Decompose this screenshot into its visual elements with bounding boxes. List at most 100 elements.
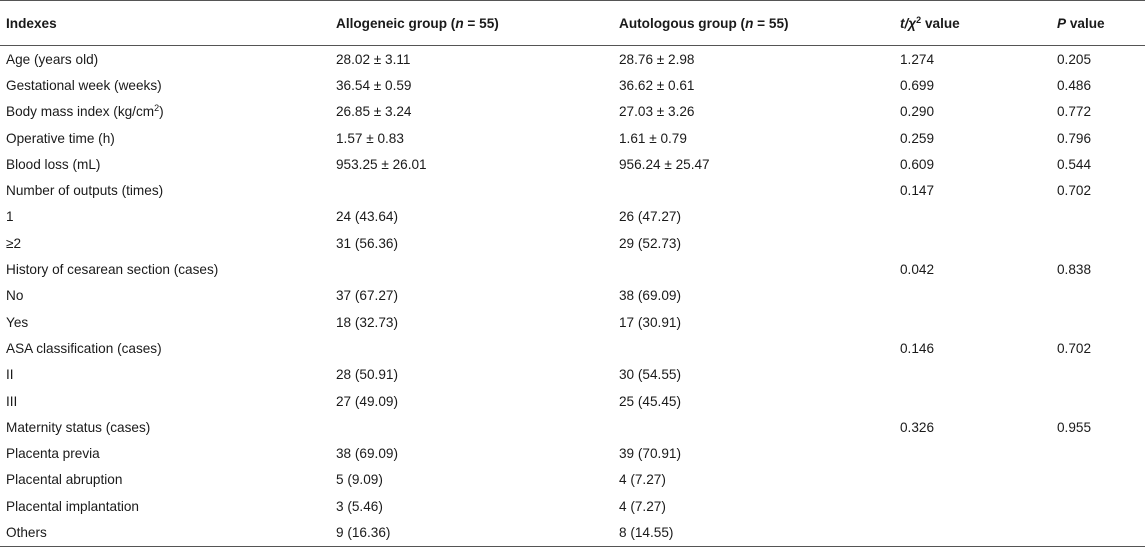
table-row: Blood loss (mL) 953.25 ± 26.01 956.24 ± 25… <box>0 151 1145 177</box>
header-test-statistic: t/χ2 value <box>898 0 1054 46</box>
table-row: Maternity status (cases) 0.326 0.955 <box>0 414 1145 440</box>
p-value: 0.702 <box>1057 183 1092 199</box>
autologous-value: 36.62 ± 0.61 <box>619 77 695 93</box>
statistic-value: 0.042 <box>900 262 935 278</box>
table-row: ≥2 31 (56.36) 29 (52.73) <box>0 230 1145 256</box>
allogeneic-value: 24 (43.64) <box>336 209 398 225</box>
table-row: III 27 (49.09) 25 (45.45) <box>0 388 1145 414</box>
allogeneic-value: 28.02 ± 3.11 <box>336 51 411 67</box>
table-row: Gestational week (weeks) 36.54 ± 0.59 36.6… <box>0 72 1145 98</box>
row-label: II <box>6 367 14 383</box>
header-stat-post: value <box>921 15 960 31</box>
table-row: Placental abruption 5 (9.09) 4 (7.27) <box>0 467 1145 493</box>
allogeneic-value: 953.25 ± 26.01 <box>336 156 427 172</box>
allogeneic-value <box>330 256 613 282</box>
allogeneic-value <box>330 414 613 440</box>
row-label: Placental implantation <box>6 498 139 514</box>
header-allo-pre: Allogeneic group ( <box>336 15 456 31</box>
statistic-value: 0.259 <box>900 130 935 146</box>
autologous-value: 1.61 ± 0.79 <box>619 130 687 146</box>
header-allogeneic-group: Allogeneic group (n = 55) <box>330 0 613 46</box>
header-autologous-group: Autologous group (n = 55) <box>613 0 898 46</box>
header-stat-t: t <box>900 15 905 31</box>
autologous-value <box>613 256 898 282</box>
allogeneic-value: 37 (67.27) <box>336 288 398 304</box>
statistic-value: 0.326 <box>900 419 935 435</box>
row-label: History of cesarean section (cases) <box>6 262 219 278</box>
statistic-value <box>898 467 1054 493</box>
statistic-value <box>898 309 1054 335</box>
row-label: Body mass index (kg/cm2) <box>0 99 330 125</box>
statistic-value <box>898 204 1054 230</box>
statistic-value <box>898 362 1054 388</box>
statistic-value <box>898 493 1054 519</box>
allogeneic-value: 5 (9.09) <box>336 472 383 488</box>
table-header: Indexes Allogeneic group (n = 55) Autolo… <box>0 0 1145 46</box>
row-label: Gestational week (weeks) <box>6 77 162 93</box>
row-label-sup: 2 <box>154 103 160 114</box>
allogeneic-value: 1.57 ± 0.83 <box>336 130 404 146</box>
allogeneic-value <box>330 177 613 203</box>
p-value <box>1054 467 1145 493</box>
header-row: Indexes Allogeneic group (n = 55) Autolo… <box>0 0 1145 46</box>
statistic-value <box>898 283 1054 309</box>
autologous-value <box>613 177 898 203</box>
p-value <box>1054 204 1145 230</box>
row-label: Placenta previa <box>6 446 100 462</box>
autologous-value: 27.03 ± 3.26 <box>619 104 695 120</box>
table-row: No 37 (67.27) 38 (69.09) <box>0 283 1145 309</box>
header-stat-sup: 2 <box>916 14 922 25</box>
row-label: Maternity status (cases) <box>6 419 151 435</box>
p-value: 0.796 <box>1057 130 1092 146</box>
autologous-value: 17 (30.91) <box>619 314 681 330</box>
statistic-value: 1.274 <box>900 51 935 67</box>
table-row: ASA classification (cases) 0.146 0.702 <box>0 335 1145 361</box>
row-label: Yes <box>6 314 29 330</box>
table-row: History of cesarean section (cases) 0.042… <box>0 256 1145 282</box>
table-row: Number of outputs (times) 0.147 0.702 <box>0 177 1145 203</box>
allogeneic-value: 27 (49.09) <box>336 393 398 409</box>
p-value <box>1054 362 1145 388</box>
allogeneic-value: 31 (56.36) <box>336 235 398 251</box>
table-row: Others 9 (16.36) 8 (14.55) <box>0 519 1145 547</box>
header-auto-n: n <box>745 15 754 31</box>
p-value <box>1054 493 1145 519</box>
p-value <box>1054 283 1145 309</box>
p-value: 0.702 <box>1057 340 1092 356</box>
p-value: 0.544 <box>1057 156 1092 172</box>
row-label: ≥2 <box>6 235 22 251</box>
allogeneic-value: 28 (50.91) <box>336 367 398 383</box>
allogeneic-value: 38 (69.09) <box>336 446 398 462</box>
statistic-value: 0.699 <box>900 77 935 93</box>
p-value <box>1054 230 1145 256</box>
statistic-value: 0.290 <box>900 104 935 120</box>
table-row: Operative time (h) 1.57 ± 0.83 1.61 ± 0.79… <box>0 125 1145 151</box>
header-stat-chi: /χ <box>904 15 917 31</box>
header-auto-post: = 55) <box>753 15 789 31</box>
autologous-value: 956.24 ± 25.47 <box>619 156 710 172</box>
allogeneic-value: 36.54 ± 0.59 <box>336 77 412 93</box>
allogeneic-value: 26.85 ± 3.24 <box>336 104 412 120</box>
table-row: Placenta previa 38 (69.09) 39 (70.91) <box>0 440 1145 466</box>
statistic-value <box>898 440 1054 466</box>
allogeneic-value: 18 (32.73) <box>336 314 398 330</box>
statistic-value <box>898 519 1054 547</box>
autologous-value: 39 (70.91) <box>619 446 681 462</box>
table-row: Placental implantation 3 (5.46) 4 (7.27) <box>0 493 1145 519</box>
autologous-value <box>613 414 898 440</box>
header-indexes: Indexes <box>0 0 330 46</box>
row-label: Placental abruption <box>6 472 123 488</box>
allogeneic-value: 3 (5.46) <box>336 498 383 514</box>
row-label: 1 <box>6 209 14 225</box>
row-label: Number of outputs (times) <box>6 183 164 199</box>
header-p: P <box>1057 15 1067 31</box>
statistic-value: 0.609 <box>900 156 935 172</box>
autologous-value: 4 (7.27) <box>619 472 666 488</box>
autologous-value: 30 (54.55) <box>619 367 681 383</box>
p-value: 0.772 <box>1057 104 1092 120</box>
header-indexes-text: Indexes <box>6 15 57 31</box>
p-value: 0.486 <box>1057 77 1092 93</box>
p-value: 0.955 <box>1057 419 1092 435</box>
autologous-value: 29 (52.73) <box>619 235 681 251</box>
